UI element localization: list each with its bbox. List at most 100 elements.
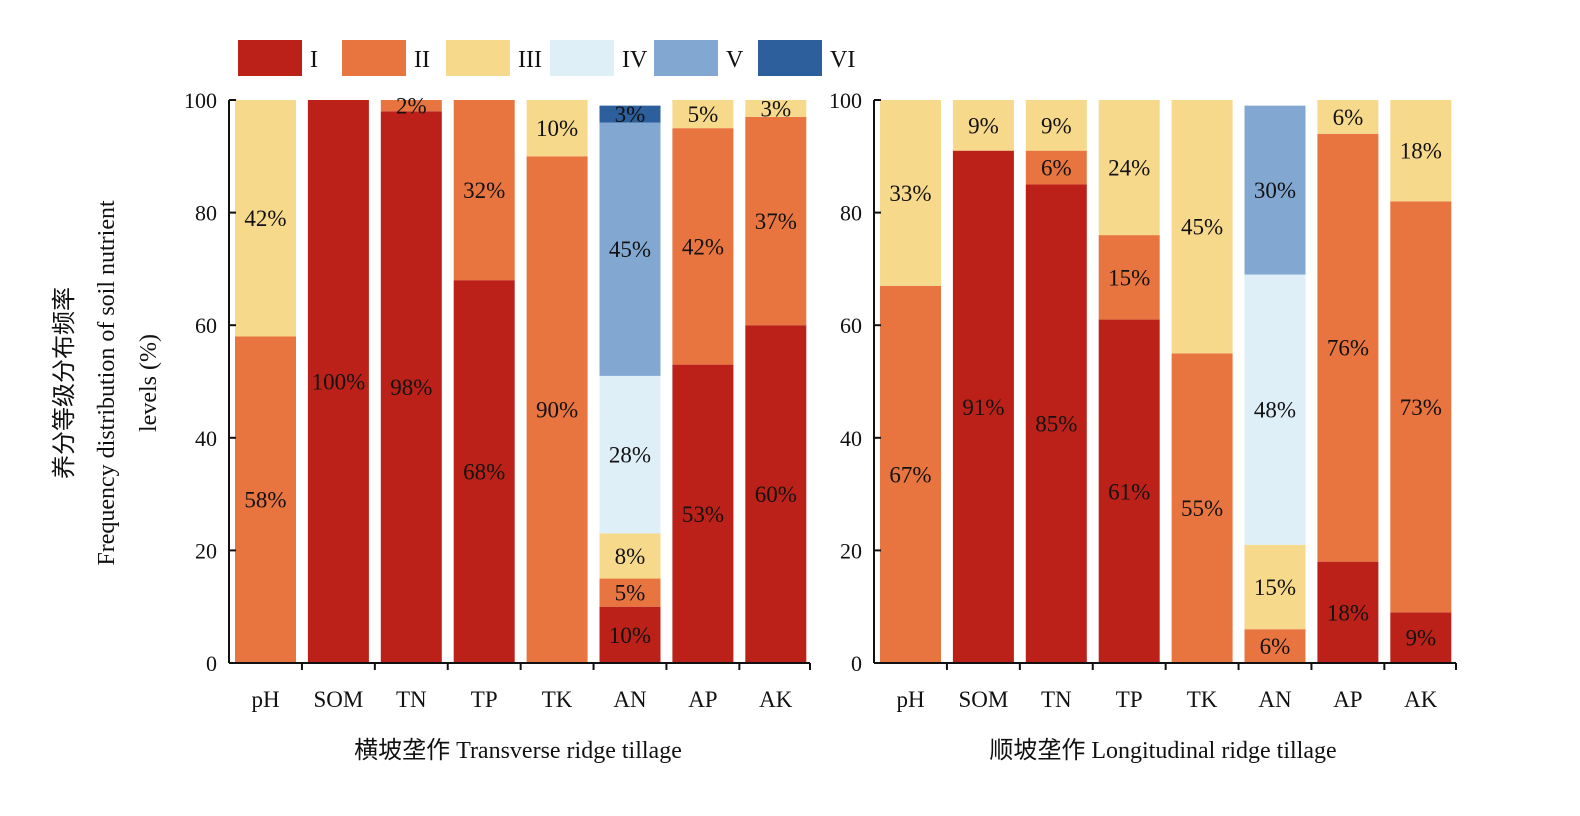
bar-ak-level-i	[1390, 612, 1452, 663]
data-label-ak-level-iii: 3%	[760, 96, 791, 121]
data-label-tn-level-iii: 9%	[1041, 113, 1072, 138]
y-axis-title-line-3: levels (%)	[136, 334, 162, 432]
bar-ak-level-ii	[745, 116, 807, 326]
bar-an-level-ii	[1244, 629, 1306, 663]
legend-label-i: I	[310, 47, 318, 73]
bar-tn-level-iii	[1025, 100, 1087, 151]
bar-an-level-iii	[1244, 544, 1306, 630]
bar-ap-level-i	[1317, 561, 1379, 663]
bar-ph-level-ii	[880, 285, 941, 663]
data-label-ak-level-ii: 37%	[755, 209, 797, 234]
data-label-ph-level-ii: 67%	[889, 462, 931, 487]
legend-swatch-vi	[758, 40, 822, 76]
data-label-tn-level-ii: 2%	[396, 94, 427, 119]
data-label-ap-level-iii: 6%	[1333, 105, 1364, 130]
data-label-ph-level-iii: 42%	[244, 206, 286, 231]
bar-tk-level-ii	[1171, 353, 1233, 663]
y-tick-label-60: 60	[195, 313, 217, 338]
data-label-an-level-v: 30%	[1254, 178, 1296, 203]
data-label-tp-level-ii: 15%	[1108, 265, 1150, 290]
bar-tn-level-ii	[1025, 150, 1087, 185]
x-tick-label-tn: TN	[1041, 687, 1072, 712]
data-label-tn-level-i: 98%	[390, 375, 432, 400]
data-label-som-level-iii: 9%	[968, 113, 999, 138]
data-label-tp-level-i: 68%	[463, 460, 505, 485]
y-tick-label-80: 80	[195, 201, 217, 226]
data-label-an-level-vi: 3%	[615, 102, 646, 127]
data-label-tp-level-iii: 24%	[1108, 156, 1150, 181]
bar-ph-level-iii	[880, 100, 941, 286]
data-label-tk-level-iii: 10%	[536, 116, 578, 141]
bar-tp-level-i	[1098, 319, 1160, 663]
bar-ap-level-ii	[1317, 133, 1379, 562]
bar-som-level-i	[952, 150, 1014, 664]
y-tick-label-0: 0	[851, 651, 862, 676]
y-axis-title-line-2: Frequency distribution of soil nutrient	[94, 200, 120, 566]
data-label-an-level-i: 10%	[609, 623, 651, 648]
bar-an-level-iv	[1244, 274, 1306, 545]
bar-an-level-ii	[599, 578, 661, 607]
x-tick-label-som: SOM	[958, 687, 1008, 712]
bar-tp-level-i	[453, 280, 515, 663]
y-tick-label-20: 20	[840, 538, 862, 563]
data-label-an-level-iii: 8%	[615, 544, 646, 569]
y-axis-title: 养分等级分布频率 Frequency distribution of soil n…	[51, 200, 162, 566]
bar-ph-level-ii	[235, 336, 296, 663]
y-tick-label-40: 40	[840, 426, 862, 451]
data-label-ap-level-i: 18%	[1327, 600, 1369, 625]
x-tick-label-ph: pH	[896, 687, 924, 712]
legend-label-iv: IV	[622, 47, 648, 73]
x-tick-label-ap: AP	[1333, 687, 1362, 712]
y-axis-title-line-1: 养分等级分布频率	[51, 287, 78, 479]
legend-swatch-ii	[342, 40, 406, 76]
data-label-an-level-iv: 28%	[609, 443, 651, 468]
bar-ak-level-iii	[745, 100, 807, 117]
y-tick-label-0: 0	[206, 651, 217, 676]
x-tick-label-ak: AK	[1404, 687, 1438, 712]
bar-an-level-iii	[599, 533, 661, 579]
bar-ph-level-iii	[235, 100, 296, 337]
data-label-ap-level-i: 53%	[682, 502, 724, 527]
x-tick-label-tp: TP	[1116, 687, 1143, 712]
bar-tk-level-iii	[526, 100, 588, 157]
bar-tn-level-i	[1025, 184, 1087, 663]
x-axis-title: 横坡垄作 Transverse ridge tillage	[354, 737, 682, 764]
y-tick-label-80: 80	[840, 201, 862, 226]
x-tick-label-som: SOM	[313, 687, 363, 712]
data-label-som-level-i: 91%	[962, 395, 1004, 420]
bar-an-level-v	[1244, 105, 1306, 275]
y-tick-label-100: 100	[184, 88, 217, 113]
bar-an-level-iv	[599, 375, 661, 534]
bar-ap-level-iii	[1317, 100, 1379, 134]
data-label-ap-level-ii: 76%	[1327, 336, 1369, 361]
legend-swatch-i	[238, 40, 302, 76]
x-tick-label-ap: AP	[688, 687, 717, 712]
data-label-tk-level-ii: 90%	[536, 398, 578, 423]
bar-ap-level-ii	[672, 128, 734, 365]
y-tick-label-60: 60	[840, 313, 862, 338]
bar-ak-level-iii	[1390, 100, 1452, 202]
legend-label-vi: VI	[830, 47, 855, 73]
data-label-tk-level-ii: 55%	[1181, 496, 1223, 521]
bar-an-level-v	[599, 122, 661, 376]
panel-longitudinal-ridge-tillage: 67% 33% pH 91% 9% SOM 85% 6% 9% TN 61% 15% 24% TP 55% 4…	[829, 88, 1457, 764]
bar-ak-level-i	[745, 325, 807, 663]
data-label-ph-level-iii: 33%	[889, 181, 931, 206]
data-label-tp-level-i: 61%	[1108, 479, 1150, 504]
bar-an-level-i	[599, 606, 661, 663]
legend-swatch-v	[654, 40, 718, 76]
data-label-an-level-iv: 48%	[1254, 398, 1296, 423]
data-label-som-level-i: 100%	[312, 370, 366, 395]
panel-transverse-ridge-tillage: 58% 42% pH 100% SOM 98% 2% TN 68% 32% TP 90% 10% TK 10…	[184, 88, 811, 764]
y-tick-label-100: 100	[829, 88, 862, 113]
bar-tn-level-i	[380, 111, 442, 663]
x-tick-label-ph: pH	[251, 687, 279, 712]
data-label-an-level-v: 45%	[609, 237, 651, 262]
legend-label-ii: II	[414, 47, 430, 73]
x-tick-label-tk: TK	[542, 687, 573, 712]
data-label-ap-level-iii: 5%	[688, 102, 719, 127]
data-label-an-level-iii: 15%	[1254, 575, 1296, 600]
y-tick-label-40: 40	[195, 426, 217, 451]
x-tick-label-ak: AK	[759, 687, 793, 712]
